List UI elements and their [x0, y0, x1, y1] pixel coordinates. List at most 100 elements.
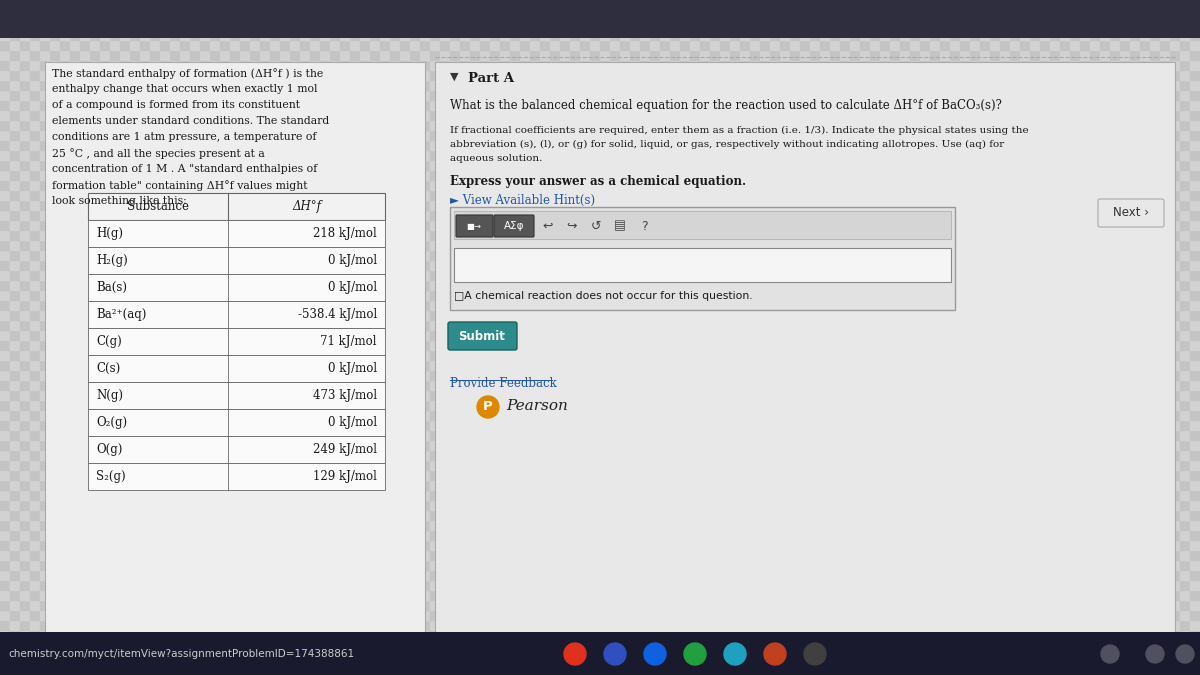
Bar: [650, 450, 660, 460]
Bar: [560, 230, 570, 240]
Bar: [1110, 110, 1120, 120]
Bar: [940, 170, 950, 180]
Bar: [1010, 420, 1020, 430]
Bar: [490, 590, 500, 600]
Bar: [980, 90, 990, 100]
Bar: [440, 530, 450, 540]
Bar: [930, 450, 940, 460]
Bar: [1090, 380, 1100, 390]
Bar: [50, 490, 60, 500]
Bar: [510, 590, 520, 600]
Bar: [330, 210, 340, 220]
Bar: [40, 30, 50, 40]
Bar: [420, 500, 430, 510]
Bar: [70, 410, 80, 420]
Bar: [860, 400, 870, 410]
Bar: [440, 560, 450, 570]
Bar: [20, 460, 30, 470]
Bar: [560, 10, 570, 20]
Bar: [690, 230, 700, 240]
Bar: [1080, 160, 1090, 170]
Bar: [1040, 40, 1050, 50]
Bar: [110, 320, 120, 330]
Bar: [430, 60, 440, 70]
Bar: [140, 560, 150, 570]
Bar: [10, 300, 20, 310]
Bar: [430, 190, 440, 200]
Bar: [70, 150, 80, 160]
Bar: [570, 200, 580, 210]
Bar: [620, 160, 630, 170]
Bar: [30, 320, 40, 330]
Bar: [1040, 470, 1050, 480]
Bar: [680, 350, 690, 360]
Bar: [250, 170, 260, 180]
Bar: [820, 530, 830, 540]
Bar: [850, 210, 860, 220]
Bar: [180, 620, 190, 630]
Bar: [360, 500, 370, 510]
Bar: [510, 130, 520, 140]
Bar: [40, 80, 50, 90]
Bar: [970, 300, 980, 310]
Bar: [790, 600, 800, 610]
Bar: [390, 610, 400, 620]
Bar: [150, 570, 160, 580]
Bar: [970, 480, 980, 490]
Bar: [760, 620, 770, 630]
Bar: [490, 200, 500, 210]
Bar: [280, 590, 290, 600]
Bar: [0, 480, 10, 490]
Bar: [230, 300, 240, 310]
Bar: [1060, 510, 1070, 520]
Bar: [900, 250, 910, 260]
Bar: [280, 630, 290, 640]
Bar: [1000, 320, 1010, 330]
Bar: [830, 210, 840, 220]
Bar: [1030, 270, 1040, 280]
Bar: [760, 400, 770, 410]
Bar: [720, 110, 730, 120]
Bar: [70, 520, 80, 530]
Bar: [1000, 0, 1010, 10]
Bar: [430, 120, 440, 130]
Bar: [920, 40, 930, 50]
Bar: [1130, 570, 1140, 580]
Bar: [450, 160, 460, 170]
Bar: [80, 410, 90, 420]
Bar: [530, 450, 540, 460]
Bar: [110, 600, 120, 610]
Bar: [740, 540, 750, 550]
Bar: [150, 370, 160, 380]
Bar: [180, 500, 190, 510]
Bar: [890, 30, 900, 40]
Bar: [920, 450, 930, 460]
Bar: [440, 120, 450, 130]
Bar: [240, 590, 250, 600]
Bar: [560, 170, 570, 180]
Bar: [450, 480, 460, 490]
Bar: [780, 70, 790, 80]
Bar: [950, 200, 960, 210]
Bar: [270, 580, 280, 590]
Bar: [280, 560, 290, 570]
Bar: [870, 190, 880, 200]
Bar: [880, 100, 890, 110]
Bar: [290, 20, 300, 30]
Bar: [410, 570, 420, 580]
Bar: [880, 300, 890, 310]
Bar: [620, 510, 630, 520]
Bar: [1160, 320, 1170, 330]
Bar: [1000, 460, 1010, 470]
Bar: [600, 100, 610, 110]
Bar: [1090, 620, 1100, 630]
Bar: [720, 80, 730, 90]
Bar: [1150, 450, 1160, 460]
Bar: [660, 450, 670, 460]
Bar: [100, 110, 110, 120]
Bar: [190, 160, 200, 170]
Bar: [80, 330, 90, 340]
Bar: [560, 520, 570, 530]
Bar: [760, 560, 770, 570]
Bar: [1160, 110, 1170, 120]
